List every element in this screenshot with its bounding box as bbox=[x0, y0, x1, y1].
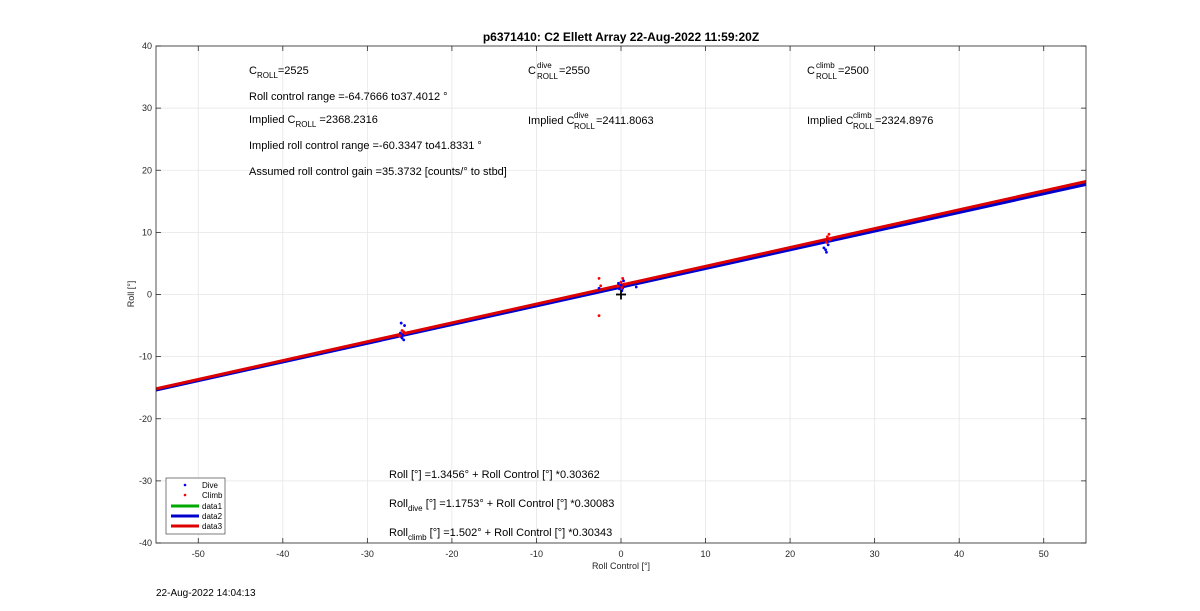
dive-point bbox=[403, 324, 406, 327]
climb-point bbox=[597, 314, 601, 318]
y-tick-label: 30 bbox=[142, 103, 152, 113]
c-dive-sup: dive bbox=[537, 61, 552, 70]
dive-point bbox=[402, 338, 406, 342]
x-tick-label: 0 bbox=[618, 549, 623, 559]
gain-annotation: Assumed roll control gain =35.3732 [coun… bbox=[249, 166, 507, 178]
legend-label-data3: data3 bbox=[202, 522, 223, 531]
dive-point bbox=[617, 281, 620, 285]
implied-c-climb-sup: climb bbox=[853, 111, 872, 120]
c-climb-annotation: C bbox=[807, 65, 815, 77]
y-tick-label: -10 bbox=[139, 352, 152, 362]
climb-point bbox=[404, 332, 407, 336]
implied-c-dive-sup: dive bbox=[574, 111, 589, 120]
x-tick-label: 10 bbox=[701, 549, 711, 559]
climb-point bbox=[825, 235, 829, 239]
climb-point bbox=[621, 276, 625, 280]
implied-range-annotation: Implied roll control range =-60.3347 to4… bbox=[249, 140, 482, 152]
c-dive-value: =2550 bbox=[559, 65, 590, 77]
climb-point bbox=[599, 284, 603, 288]
legend-label-climb: Climb bbox=[202, 491, 223, 500]
y-tick-label: -20 bbox=[139, 414, 152, 424]
legend-label-dive: Dive bbox=[202, 481, 219, 490]
roll-range-annotation: Roll control range =-64.7666 to37.4012 ° bbox=[249, 91, 448, 103]
c-climb-value: =2500 bbox=[838, 65, 869, 77]
x-tick-label: 30 bbox=[870, 549, 880, 559]
chart-title: p6371410: C2 Ellett Array 22-Aug-2022 11… bbox=[483, 30, 759, 44]
dive-point bbox=[617, 287, 621, 291]
dive-point bbox=[398, 331, 402, 335]
c-climb-sub: ROLL bbox=[816, 72, 837, 81]
legend-label-data1: data1 bbox=[202, 502, 223, 511]
fit-climb-equation: Rollclimb [°] =1.502° + Roll Control [°]… bbox=[389, 527, 612, 542]
implied-c-roll-annotation: Implied CROLL =2368.2316 bbox=[249, 114, 378, 129]
dive-point bbox=[824, 248, 827, 252]
y-axis-ticks: -40 -30 -20 -10 0 10 20 30 40 bbox=[139, 41, 1086, 548]
legend-marker-dive bbox=[183, 483, 187, 487]
y-axis-label: Roll [°] bbox=[126, 281, 136, 308]
plot-frame bbox=[155, 45, 1087, 544]
implied-c-climb-value: =2324.8976 bbox=[875, 115, 933, 127]
y-tick-label: 0 bbox=[147, 290, 152, 300]
implied-c-climb-annotation: Implied C bbox=[807, 115, 854, 127]
implied-c-climb-sub: ROLL bbox=[853, 122, 874, 131]
x-tick-label: 20 bbox=[785, 549, 795, 559]
c-climb-sup: climb bbox=[816, 61, 835, 70]
climb-point bbox=[400, 329, 404, 332]
dive-point bbox=[825, 250, 828, 254]
implied-c-dive-annotation: Implied C bbox=[528, 115, 575, 127]
x-tick-label: -40 bbox=[276, 549, 289, 559]
x-axis-ticks: -50 -40 -30 -20 -10 0 10 20 30 40 50 bbox=[192, 46, 1049, 559]
climb-point bbox=[597, 276, 601, 280]
x-tick-label: 40 bbox=[954, 549, 964, 559]
dive-point bbox=[619, 283, 623, 287]
footer-timestamp: 22-Aug-2022 14:04:13 bbox=[156, 588, 256, 599]
climb-point bbox=[398, 334, 401, 338]
x-tick-label: -20 bbox=[445, 549, 458, 559]
x-tick-label: -50 bbox=[192, 549, 205, 559]
y-tick-label: 10 bbox=[142, 227, 152, 237]
x-tick-label: -10 bbox=[530, 549, 543, 559]
y-tick-label: -40 bbox=[139, 538, 152, 548]
climb-point bbox=[828, 238, 832, 242]
y-tick-label: -30 bbox=[139, 476, 152, 486]
dive-point bbox=[401, 333, 405, 337]
c-dive-annotation: C bbox=[528, 65, 536, 77]
dive-point bbox=[822, 246, 826, 250]
fit-dive-equation: Rolldive [°] =1.1753° + Roll Control [°]… bbox=[389, 498, 614, 513]
y-tick-label: 40 bbox=[142, 41, 152, 51]
dive-point bbox=[597, 286, 601, 290]
dive-point bbox=[399, 321, 403, 325]
climb-point bbox=[623, 282, 627, 286]
y-tick-label: 20 bbox=[142, 165, 152, 175]
dive-point bbox=[634, 285, 638, 289]
implied-c-dive-value: =2411.8063 bbox=[596, 115, 654, 127]
dive-point bbox=[826, 243, 830, 247]
dive-point bbox=[622, 279, 625, 283]
x-axis-label: Roll Control [°] bbox=[592, 561, 650, 571]
legend-label-data2: data2 bbox=[202, 512, 223, 521]
climb-point bbox=[827, 232, 831, 236]
legend-marker-climb bbox=[183, 493, 187, 497]
fit-all-equation: Roll [°] =1.3456° + Roll Control [°] *0.… bbox=[389, 469, 600, 481]
climb-point bbox=[825, 240, 828, 244]
climb-point bbox=[620, 286, 624, 290]
x-tick-label: 50 bbox=[1039, 549, 1049, 559]
c-roll-annotation: CROLL=2525 bbox=[249, 65, 309, 80]
legend: Dive Climb data1 data2 data3 bbox=[165, 477, 226, 535]
implied-c-dive-sub: ROLL bbox=[574, 122, 595, 131]
climb-point bbox=[619, 280, 623, 284]
series-layer bbox=[156, 180, 1086, 392]
x-tick-label: -30 bbox=[361, 549, 374, 559]
c-dive-sub: ROLL bbox=[537, 72, 558, 81]
climb-point bbox=[616, 285, 620, 288]
